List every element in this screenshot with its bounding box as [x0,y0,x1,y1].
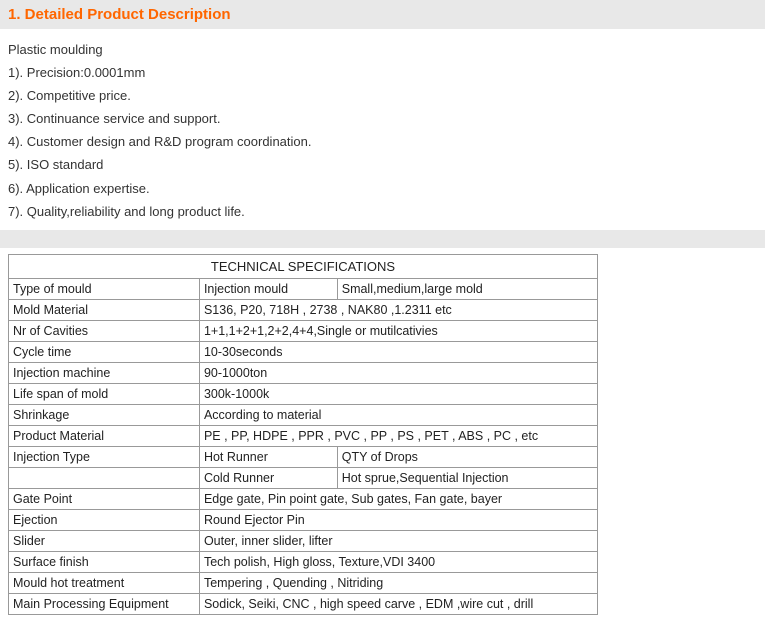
description-item: 5). ISO standard [8,154,757,176]
table-row: Mold Material S136, P20, 718H , 2738 , N… [9,299,598,320]
spec-value: According to material [199,404,597,425]
table-row: Mould hot treatment Tempering , Quending… [9,572,598,593]
spec-value: PE , PP, HDPE , PPR , PVC , PP , PS , PE… [199,425,597,446]
section-header: 1. Detailed Product Description [0,0,765,29]
spec-value: Edge gate, Pin point gate, Sub gates, Fa… [199,488,597,509]
table-row: Type of mould Injection mould Small,medi… [9,278,598,299]
spec-value: 90-1000ton [199,362,597,383]
spec-label: Type of mould [9,278,200,299]
spec-label: Gate Point [9,488,200,509]
spec-label: Injection machine [9,362,200,383]
spec-table: TECHNICAL SPECIFICATIONS Type of mould I… [8,254,598,615]
spec-value: Sodick, Seiki, CNC , high speed carve , … [199,593,597,614]
spec-value: Small,medium,large mold [337,278,597,299]
spec-label: Product Material [9,425,200,446]
spec-value: Cold Runner [199,467,337,488]
table-row: Injection Type Hot Runner QTY of Drops [9,446,598,467]
description-block: Plastic moulding 1). Precision:0.0001mm … [0,29,765,230]
description-item: 7). Quality,reliability and long product… [8,201,757,223]
table-row: Injection machine 90-1000ton [9,362,598,383]
spec-value: Tempering , Quending , Nitriding [199,572,597,593]
spec-label: Cycle time [9,341,200,362]
description-intro: Plastic moulding [8,39,757,61]
description-item: 4). Customer design and R&D program coor… [8,131,757,153]
spec-value: 300k-1000k [199,383,597,404]
spec-value: Hot Runner [199,446,337,467]
spec-label: Ejection [9,509,200,530]
spec-label: Mold Material [9,299,200,320]
table-row: Nr of Cavities 1+1,1+2+1,2+2,4+4,Single … [9,320,598,341]
table-row: Product Material PE , PP, HDPE , PPR , P… [9,425,598,446]
table-row: Cold Runner Hot sprue,Sequential Injecti… [9,467,598,488]
spec-label: Mould hot treatment [9,572,200,593]
spec-value: Round Ejector Pin [199,509,597,530]
table-row: Ejection Round Ejector Pin [9,509,598,530]
spec-label: Surface finish [9,551,200,572]
table-row: Life span of mold 300k-1000k [9,383,598,404]
table-row: Shrinkage According to material [9,404,598,425]
spec-label: Shrinkage [9,404,200,425]
spec-label: Nr of Cavities [9,320,200,341]
spec-value: Tech polish, High gloss, Texture,VDI 340… [199,551,597,572]
spec-value: Injection mould [199,278,337,299]
spacer [0,230,765,248]
table-row: Surface finish Tech polish, High gloss, … [9,551,598,572]
table-row: Cycle time 10-30seconds [9,341,598,362]
spec-value: S136, P20, 718H , 2738 , NAK80 ,1.2311 e… [199,299,597,320]
table-title-row: TECHNICAL SPECIFICATIONS [9,254,598,278]
description-item: 2). Competitive price. [8,85,757,107]
spec-value: Hot sprue,Sequential Injection [337,467,597,488]
table-title: TECHNICAL SPECIFICATIONS [9,254,598,278]
spec-label: Injection Type [9,446,200,467]
description-item: 3). Continuance service and support. [8,108,757,130]
table-row: Main Processing Equipment Sodick, Seiki,… [9,593,598,614]
spec-table-wrap: TECHNICAL SPECIFICATIONS Type of mould I… [0,248,765,621]
spec-label [9,467,200,488]
spec-value: 1+1,1+2+1,2+2,4+4,Single or mutilcativie… [199,320,597,341]
description-item: 6). Application expertise. [8,178,757,200]
table-row: Gate Point Edge gate, Pin point gate, Su… [9,488,598,509]
spec-label: Main Processing Equipment [9,593,200,614]
spec-label: Slider [9,530,200,551]
table-row: Slider Outer, inner slider, lifter [9,530,598,551]
description-item: 1). Precision:0.0001mm [8,62,757,84]
spec-value: 10-30seconds [199,341,597,362]
spec-value: Outer, inner slider, lifter [199,530,597,551]
spec-value: QTY of Drops [337,446,597,467]
spec-label: Life span of mold [9,383,200,404]
